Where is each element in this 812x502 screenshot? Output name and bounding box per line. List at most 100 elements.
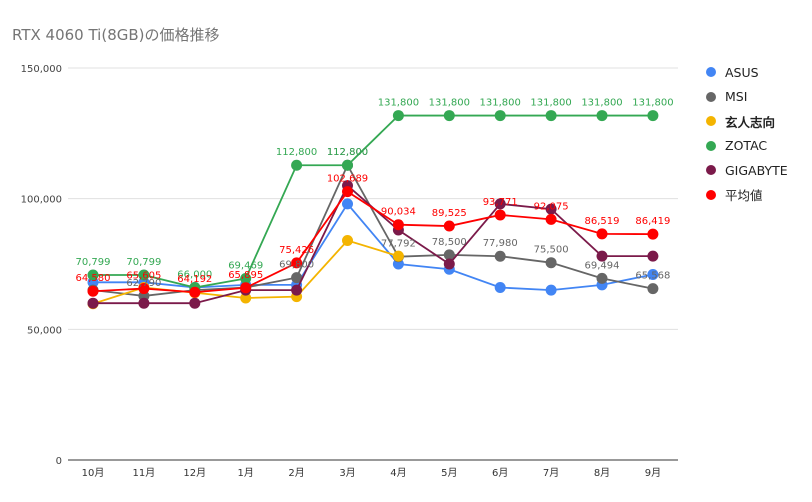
data-label: 62,790	[126, 278, 161, 289]
data-point	[342, 186, 353, 198]
data-label: 112,800	[276, 147, 317, 158]
data-label: 131,800	[429, 98, 470, 109]
legend: ASUS MSI 玄人志向 ZOTAC GIGABYTE 平均値	[706, 60, 788, 207]
series-line	[92, 190, 653, 294]
data-point	[494, 282, 506, 294]
data-label: 65,895	[228, 270, 263, 281]
data-point	[443, 258, 455, 270]
data-point	[647, 268, 659, 280]
legend-label: 玄人志向	[725, 114, 776, 130]
legend-label: ZOTAC	[725, 138, 768, 154]
legend-label: ASUS	[725, 64, 759, 80]
data-point	[138, 283, 150, 295]
data-point	[240, 282, 252, 294]
data-label: 89,525	[432, 208, 467, 219]
data-point	[87, 285, 99, 297]
x-tick-label: 4月	[390, 467, 406, 479]
data-point	[494, 198, 506, 210]
y-tick-label: 100,000	[21, 195, 62, 206]
legend-item: 平均値	[706, 183, 788, 208]
data-label: 78,500	[432, 237, 467, 248]
legend-marker	[706, 189, 716, 200]
data-point	[342, 234, 353, 246]
data-point	[291, 272, 303, 284]
data-point	[392, 250, 404, 262]
data-point	[545, 203, 557, 215]
data-label: 102,689	[327, 174, 368, 185]
data-point	[443, 249, 455, 261]
x-tick-label: 7月	[543, 467, 559, 479]
data-point	[87, 269, 99, 281]
legend-item: 玄人志向	[706, 109, 788, 134]
data-label: 69,469	[228, 260, 263, 271]
x-tick-label: 10月	[82, 467, 105, 479]
data-point	[647, 283, 659, 295]
y-tick-label: 0	[56, 456, 62, 467]
legend-item: MSI	[706, 85, 788, 110]
legend-item: GIGABYTE	[706, 158, 788, 183]
x-tick-label: 5月	[441, 467, 457, 479]
data-label: 131,800	[530, 98, 571, 109]
data-label: 70,799	[126, 257, 161, 268]
x-tick-label: 2月	[288, 467, 304, 479]
data-point	[596, 110, 608, 122]
data-point	[138, 269, 150, 281]
data-point	[494, 209, 506, 221]
data-label: 131,800	[480, 98, 521, 109]
data-point	[596, 272, 608, 284]
legend-label: MSI	[725, 89, 748, 105]
y-tick-label: 50,000	[27, 325, 62, 336]
x-tick-label: 3月	[339, 467, 355, 479]
legend-item: ASUS	[706, 60, 788, 85]
legend-label: 平均値	[725, 188, 763, 204]
data-point	[545, 257, 557, 269]
data-point	[443, 220, 455, 232]
data-point	[240, 292, 252, 304]
legend-marker	[706, 116, 716, 127]
data-label: 75,426	[279, 245, 314, 256]
data-point	[647, 250, 659, 262]
data-point	[189, 286, 201, 298]
data-label: 64,192	[177, 274, 212, 285]
data-point	[596, 228, 608, 240]
data-point	[87, 297, 99, 309]
data-label: 65,568	[635, 271, 670, 282]
data-label: 70,799	[76, 257, 111, 268]
x-tick-label: 8月	[594, 467, 610, 479]
legend-marker	[706, 165, 716, 176]
data-point	[291, 284, 303, 296]
data-point	[342, 159, 353, 171]
data-point	[291, 159, 303, 171]
data-label: 69,800	[279, 260, 314, 271]
data-label: 65,605	[126, 271, 161, 282]
data-point	[494, 250, 506, 262]
legend-item: ZOTAC	[706, 134, 788, 159]
data-label: 92,075	[534, 201, 569, 212]
data-point	[545, 110, 557, 122]
data-label: 112,800	[327, 147, 368, 158]
data-point	[443, 110, 455, 122]
data-point	[647, 110, 659, 122]
data-point	[291, 257, 303, 269]
data-label: 131,800	[378, 98, 419, 109]
y-tick-label: 150,000	[21, 64, 62, 75]
x-tick-label: 1月	[238, 467, 254, 479]
data-point	[392, 110, 404, 122]
data-point	[240, 272, 252, 284]
data-point	[545, 284, 557, 296]
data-label: 131,800	[581, 98, 622, 109]
legend-marker	[706, 67, 716, 78]
data-label: 77,792	[381, 239, 416, 250]
data-label: 112,800	[327, 147, 368, 158]
data-point	[494, 110, 506, 122]
data-label: 86,419	[635, 216, 670, 227]
legend-marker	[706, 140, 716, 151]
data-point	[596, 250, 608, 262]
data-label: 75,500	[534, 245, 569, 256]
data-point	[647, 228, 659, 240]
series-line	[93, 202, 654, 292]
x-tick-label: 11月	[133, 467, 156, 479]
legend-label: GIGABYTE	[725, 162, 788, 178]
chart-title: RTX 4060 Ti(8GB)の価格推移	[12, 26, 220, 44]
